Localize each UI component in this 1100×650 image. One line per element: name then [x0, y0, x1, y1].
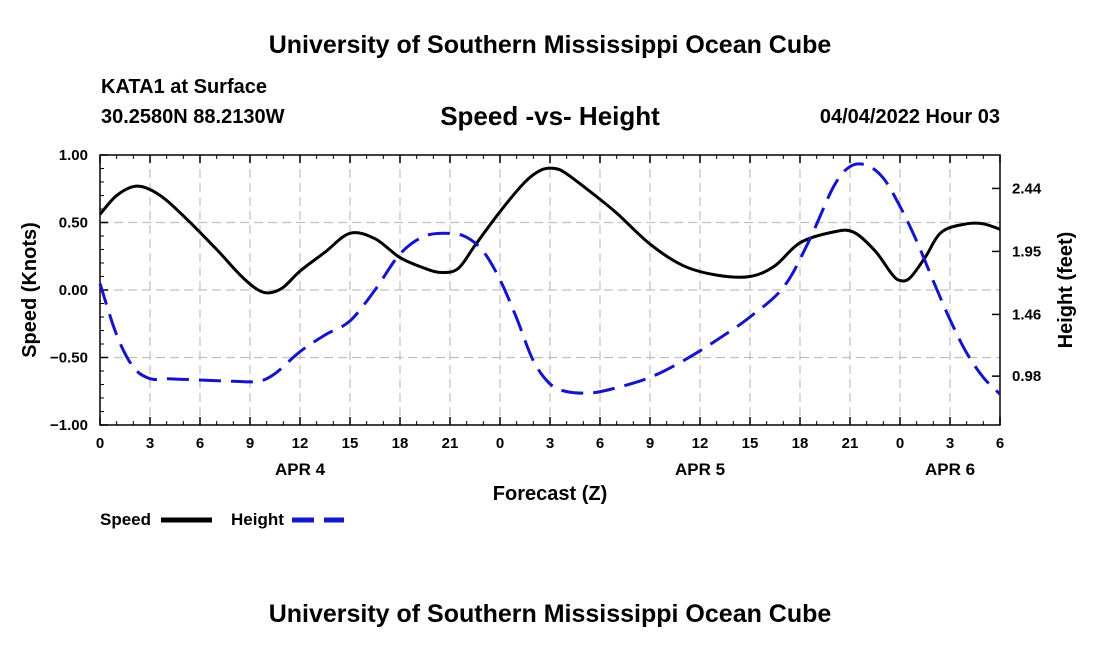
- x-tick-label: 12: [292, 435, 309, 452]
- x-tick-label: 0: [96, 435, 104, 452]
- x-tick-label: 21: [842, 435, 859, 452]
- x-tick-label: 6: [996, 435, 1004, 452]
- speed-series-line: [98, 166, 1001, 295]
- y-axis-title: Speed (Knots): [19, 222, 41, 358]
- y-tick-label: 1.00: [59, 147, 88, 164]
- chart-title: Speed -vs- Height: [440, 101, 660, 131]
- x-tick-label: 15: [342, 435, 359, 452]
- x-tick-label: 21: [442, 435, 459, 452]
- x-tick-label: 9: [246, 435, 254, 452]
- station-label: KATA1 at Surface: [101, 76, 267, 98]
- legend-height-label: Height: [231, 510, 284, 529]
- x-tick-label: 6: [196, 435, 204, 452]
- x-tick-label: 9: [646, 435, 654, 452]
- y2-tick-label: 0.98: [1012, 368, 1041, 385]
- x-tick-label: 6: [596, 435, 604, 452]
- page-title: University of Southern Mississippi Ocean…: [268, 31, 832, 59]
- speed-height-chart: 1.000.500.00−0.50−1.00 2.441.951.460.98 …: [19, 147, 1077, 529]
- date-label: APR 5: [675, 460, 725, 479]
- date-label: APR 4: [275, 460, 326, 479]
- y-tick-label: −0.50: [50, 350, 88, 367]
- y-tick-label: −1.00: [50, 417, 88, 434]
- y2-tick-label: 1.95: [1012, 243, 1041, 260]
- y2-axis-title: Height (feet): [1055, 232, 1077, 349]
- legend-speed-label: Speed: [100, 510, 151, 529]
- x-tick-label: 12: [692, 435, 709, 452]
- footer-title: University of Southern Mississippi Ocean…: [268, 600, 832, 628]
- y2-tick-label: 2.44: [1012, 180, 1042, 197]
- height-series-line: [98, 162, 1002, 396]
- height-axis-tick-labels: 2.44 1.95 1.46 0.98: [1012, 180, 1042, 385]
- y2-tick-label: 1.46: [1012, 306, 1041, 323]
- axis-ticks: [99, 154, 1001, 426]
- forecast-datetime: 04/04/2022 Hour 03: [819, 106, 1000, 128]
- x-tick-label: 0: [496, 435, 504, 452]
- station-coordinates: 30.2580N 88.2130W: [101, 106, 285, 128]
- chart-legend: Speed Height: [100, 510, 344, 529]
- y-tick-label: 0.00: [59, 282, 88, 299]
- speed-axis-tick-labels: 1.00 0.50 0.00 −0.50 −1.00: [50, 147, 88, 434]
- x-tick-label: 18: [392, 435, 409, 452]
- y-tick-label: 0.50: [59, 215, 88, 232]
- x-tick-label: 3: [146, 435, 154, 452]
- x-axis-title: Forecast (Z): [493, 483, 607, 505]
- x-tick-label: 0: [896, 435, 904, 452]
- x-axis-tick-labels: 0 3 6 9 12 15 18 21 0 3 6 9 12 15 18 21 0 3 6: [96, 435, 1004, 452]
- date-label: APR 6: [925, 460, 975, 479]
- date-labels: APR 4 APR 5 APR 6: [275, 460, 975, 479]
- x-tick-label: 3: [546, 435, 554, 452]
- x-tick-label: 18: [792, 435, 809, 452]
- chart-grid: [100, 155, 1000, 425]
- x-tick-label: 15: [742, 435, 759, 452]
- x-tick-label: 3: [946, 435, 954, 452]
